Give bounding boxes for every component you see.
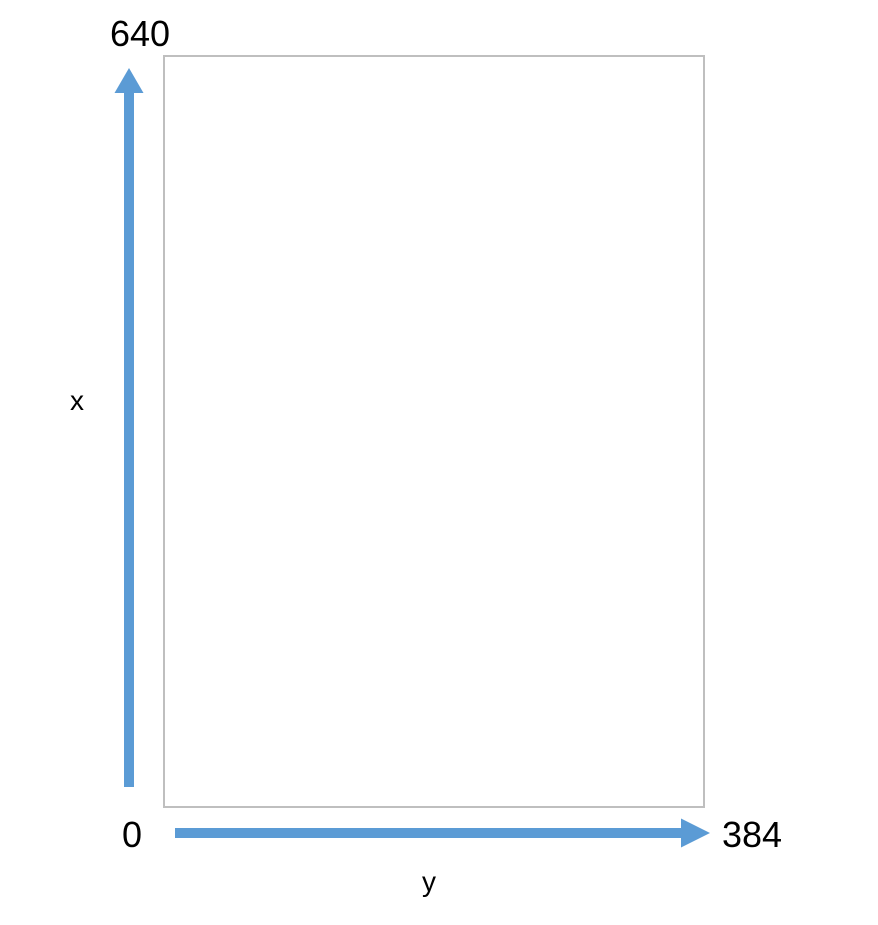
vertical-axis-arrow-icon <box>114 68 144 787</box>
y-axis-max-label: 384 <box>722 814 783 855</box>
horizontal-axis-arrow-icon <box>175 818 710 848</box>
image-region-rectangle <box>163 55 705 808</box>
y-axis-name-label: y <box>422 866 436 897</box>
x-axis-max-label: 640 <box>110 13 171 54</box>
x-axis-name-label: x <box>70 385 84 416</box>
origin-label: 0 <box>122 814 143 855</box>
